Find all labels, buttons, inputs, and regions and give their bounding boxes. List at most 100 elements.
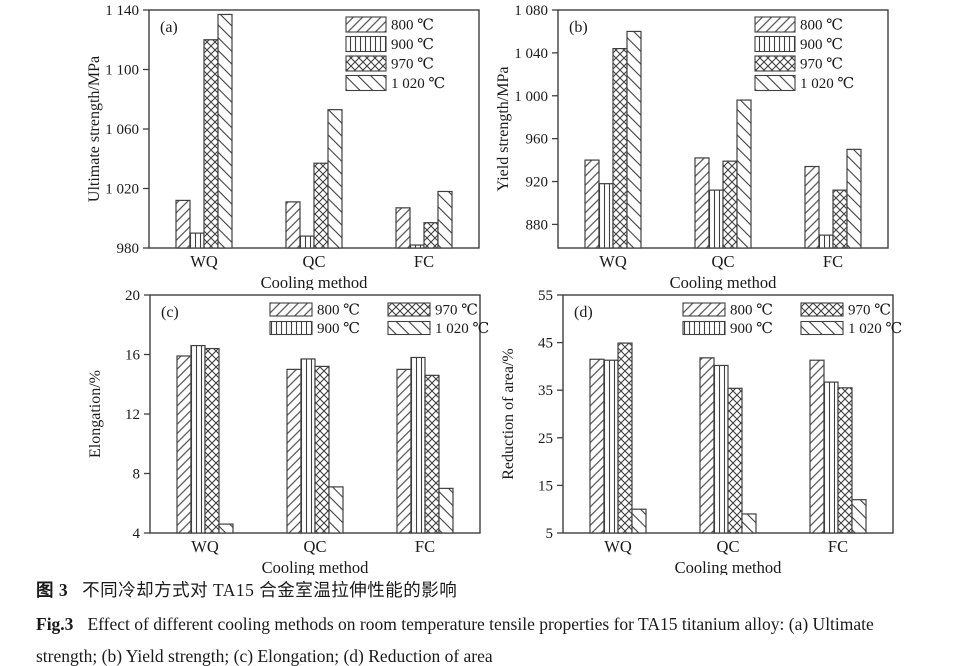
legend-label: 800 ℃ — [730, 303, 773, 319]
legend: 800 ℃ 900 ℃ 970 ℃ 1 020 ℃ — [345, 16, 445, 92]
chart-svg-c: 4 8 12 16 20 Elongation/% WQ QC FC Cooling method… — [87, 288, 489, 577]
chart-svg-d: 5 15 25 35 45 55 Reduction of area/% WQ QC FC Cool… — [500, 288, 902, 577]
legend-label: 970 ℃ — [848, 303, 891, 319]
legend: 800 ℃ 900 ℃ 970 ℃ 1 020 ℃ — [682, 302, 902, 337]
legend-label: 1 020 ℃ — [800, 76, 854, 92]
bar-FC-900℃ — [818, 234, 834, 249]
y-axis-title: Elongation/% — [87, 370, 104, 458]
y-axis: 5 15 25 35 45 55 — [538, 288, 563, 542]
y-axis: 980 1 020 1 060 1 100 1 140 — [105, 3, 149, 257]
legend-swatch-crosshatch — [800, 302, 844, 317]
legend-swatch-vertical — [754, 35, 796, 53]
bars — [589, 342, 867, 534]
chart-elongation: 4 8 12 16 20 Elongation/% WQ QC FC Cooling method… — [84, 283, 494, 580]
legend-label: 900 ℃ — [730, 321, 773, 337]
chart-yield-strength: 880 920 960 1 000 1 040 1 080 Yield strength/M… — [492, 0, 902, 295]
x-category-label: WQ — [191, 537, 219, 556]
legend-label: 970 ℃ — [435, 303, 478, 319]
legend-swatch-diag-down — [800, 320, 844, 336]
bar-QC-800℃ — [286, 368, 302, 534]
y-tick-label: 1 060 — [105, 122, 139, 138]
legend-swatch-diag-down — [387, 320, 431, 336]
figure-caption: 图 3 不同冷却方式对 TA15 合金室温拉伸性能的影响 Fig.3 Effect … — [36, 574, 939, 666]
bar-FC-970℃ — [424, 374, 440, 534]
bar-QC-1020℃ — [327, 109, 343, 249]
caption-en-text: Effect of different cooling methods on r… — [36, 614, 874, 666]
bar-WQ-970℃ — [204, 347, 220, 534]
bars — [584, 30, 862, 249]
panel-label: (c) — [161, 304, 179, 321]
legend-label: 970 ℃ — [800, 57, 843, 73]
bar-FC-900℃ — [409, 244, 425, 249]
x-category-label: QC — [303, 252, 326, 271]
legend-swatch-crosshatch — [387, 302, 431, 317]
bar-FC-970℃ — [832, 189, 848, 249]
legend-swatch-vertical — [345, 35, 387, 53]
legend-label: 1 020 ℃ — [435, 321, 489, 337]
legend-swatch-diag-down — [345, 74, 387, 92]
legend-swatch-diag-up — [345, 16, 387, 33]
y-tick-label: 1 100 — [105, 63, 139, 79]
x-axis-title: Cooling method — [675, 558, 783, 575]
x-category-label: QC — [717, 537, 740, 556]
y-tick-label: 55 — [538, 288, 553, 304]
bar-FC-1020℃ — [438, 487, 454, 534]
legend-label: 900 ℃ — [317, 321, 360, 337]
y-tick-label: 880 — [526, 217, 549, 233]
y-tick-label: 1 000 — [514, 89, 548, 105]
y-tick-label: 4 — [133, 526, 141, 542]
bar-QC-1020℃ — [741, 513, 757, 534]
legend-swatch-diag-up — [269, 302, 313, 317]
y-axis-title: Ultimate strength/MPa — [86, 56, 103, 202]
legend-label: 800 ℃ — [317, 303, 360, 319]
bar-FC-970℃ — [423, 222, 439, 249]
legend-label: 970 ℃ — [391, 57, 434, 73]
y-tick-label: 25 — [538, 431, 553, 447]
bar-QC-900℃ — [713, 364, 729, 534]
y-tick-label: 35 — [538, 383, 553, 399]
x-category-label: WQ — [599, 252, 627, 271]
x-category-label: FC — [415, 537, 435, 556]
bar-QC-970℃ — [313, 162, 329, 249]
bar-QC-800℃ — [285, 201, 301, 249]
legend-label: 1 020 ℃ — [391, 76, 445, 92]
bar-FC-900℃ — [823, 381, 839, 534]
panel-label: (d) — [574, 304, 593, 321]
panel-label: (b) — [569, 19, 588, 36]
x-category-label: QC — [712, 252, 735, 271]
bar-FC-1020℃ — [437, 190, 453, 249]
legend-swatch-diag-up — [682, 302, 726, 317]
y-tick-label: 980 — [117, 241, 140, 257]
bar-WQ-900℃ — [598, 183, 614, 249]
x-category-label: WQ — [604, 537, 632, 556]
caption-line-en: Fig.3 Effect of different cooling methods… — [36, 608, 939, 666]
y-axis: 880 920 960 1 000 1 040 1 080 — [514, 3, 558, 233]
legend: 800 ℃ 900 ℃ 970 ℃ 1 020 ℃ — [269, 302, 489, 337]
bar-WQ-800℃ — [589, 358, 605, 534]
legend-label: 800 ℃ — [800, 18, 843, 34]
bar-QC-900℃ — [300, 358, 316, 534]
bar-FC-800℃ — [804, 165, 820, 249]
bar-QC-900℃ — [708, 189, 724, 249]
legend-swatch-crosshatch — [345, 55, 387, 72]
legend-label: 800 ℃ — [391, 18, 434, 34]
bar-WQ-800℃ — [584, 159, 600, 249]
x-category-label: WQ — [190, 252, 218, 271]
bar-QC-1020℃ — [328, 486, 344, 534]
chart-ultimate-strength: 980 1 020 1 060 1 100 1 140 Ultimate strength… — [83, 0, 493, 295]
y-tick-label: 1 040 — [514, 46, 548, 62]
bar-WQ-1020℃ — [626, 30, 642, 249]
bar-WQ-800℃ — [176, 355, 192, 534]
y-tick-label: 960 — [526, 132, 549, 148]
bar-WQ-970℃ — [203, 39, 219, 249]
y-tick-label: 1 020 — [105, 182, 139, 198]
caption-zh-text: 不同冷却方式对 TA15 合金室温拉伸性能的影响 — [82, 580, 458, 600]
bar-FC-900℃ — [410, 356, 426, 534]
y-axis: 4 8 12 16 20 — [125, 288, 150, 542]
legend-swatch-vertical — [269, 320, 313, 336]
bar-FC-800℃ — [396, 368, 412, 534]
y-tick-label: 5 — [546, 526, 554, 542]
bar-QC-970℃ — [722, 160, 738, 249]
bar-WQ-1020℃ — [631, 508, 647, 534]
